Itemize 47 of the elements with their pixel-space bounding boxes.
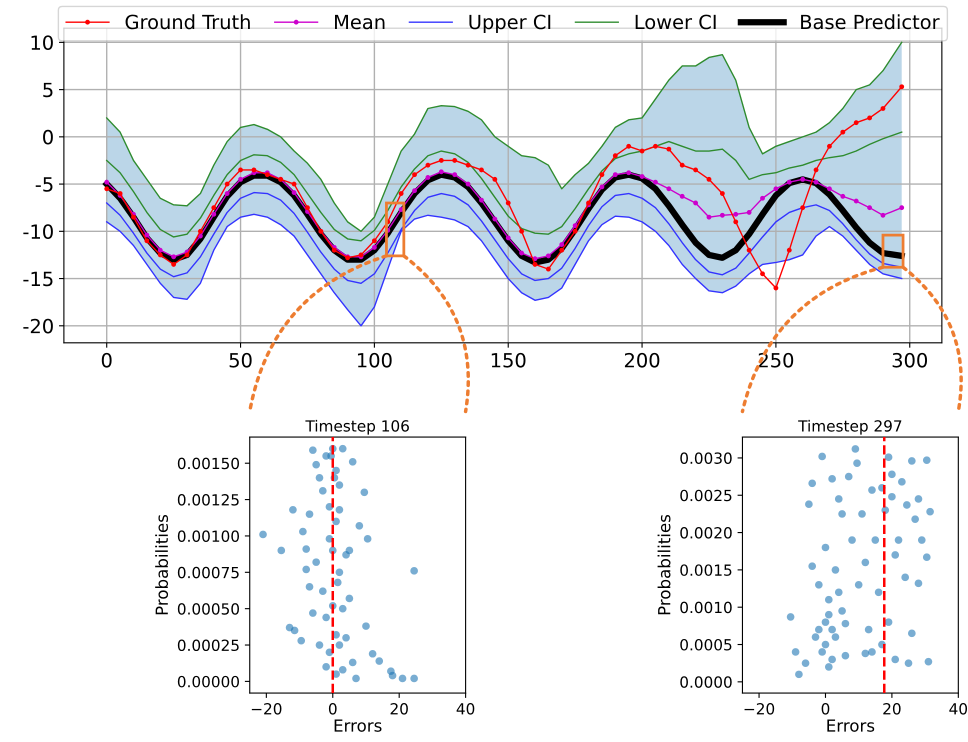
x-tick-label: 0 [328, 703, 337, 715]
y-tick-label: 0.0015 [680, 564, 732, 576]
y-tick-label: 0.00000 [178, 676, 240, 688]
x-tick-label: 150 [492, 352, 526, 368]
y-tick-label: 0.00050 [178, 603, 240, 615]
legend-label: Lower CI [636, 14, 716, 30]
y-tick-label: -10 [23, 224, 53, 239]
legend-label: Base Predictor [801, 14, 940, 30]
y-tick-label: 0.0020 [680, 527, 732, 539]
x-tick-label: 300 [892, 352, 928, 368]
x-tick-label: 250 [758, 352, 794, 368]
chart-title: Timestep 106 [305, 420, 409, 435]
y-tick-label: 0.00100 [178, 530, 240, 542]
x-tick-label: −20 [252, 703, 282, 715]
y-tick-label: 0.0005 [680, 638, 732, 651]
y-tick-label: -15 [23, 272, 52, 286]
x-tick-label: 20 [390, 703, 408, 715]
x-axis-title: Errors [334, 719, 382, 732]
legend-label: Ground Truth [126, 14, 250, 30]
x-tick-label: 0 [822, 703, 830, 715]
y-tick-label: -5 [36, 177, 52, 192]
y-axis-title: Probabilities [155, 514, 168, 614]
y-tick-label: 0.00125 [178, 494, 239, 506]
x-tick-label: 100 [358, 352, 392, 368]
x-tick-label: 20 [883, 703, 901, 715]
y-tick-label: 0.0000 [680, 676, 732, 688]
x-tick-label: −20 [744, 703, 774, 715]
chart-title: Timestep 297 [798, 420, 902, 435]
legend-label: Upper CI [469, 14, 550, 34]
y-tick-label: 0.00025 [178, 639, 239, 652]
y-tick-label: 5 [43, 82, 52, 98]
y-tick-label: 0.0025 [680, 490, 732, 502]
x-tick-label: 40 [456, 703, 474, 715]
x-tick-label: 0 [102, 352, 112, 368]
x-tick-label: 40 [949, 703, 968, 715]
y-tick-label: 0.0010 [680, 602, 732, 614]
y-tick-label: -20 [23, 318, 53, 334]
y-tick-label: 0.00075 [178, 566, 239, 578]
legend-label: Mean [335, 14, 384, 30]
y-tick-label: 0 [43, 130, 53, 145]
x-tick-label: 200 [624, 352, 660, 368]
y-tick-label: 0.0030 [680, 452, 732, 464]
x-axis-title: Errors [827, 719, 874, 732]
x-tick-label: 50 [230, 352, 252, 368]
y-axis-title: Probabilities [658, 514, 670, 614]
y-tick-label: 10 [32, 35, 53, 50]
y-tick-label: 0.00150 [178, 458, 240, 470]
